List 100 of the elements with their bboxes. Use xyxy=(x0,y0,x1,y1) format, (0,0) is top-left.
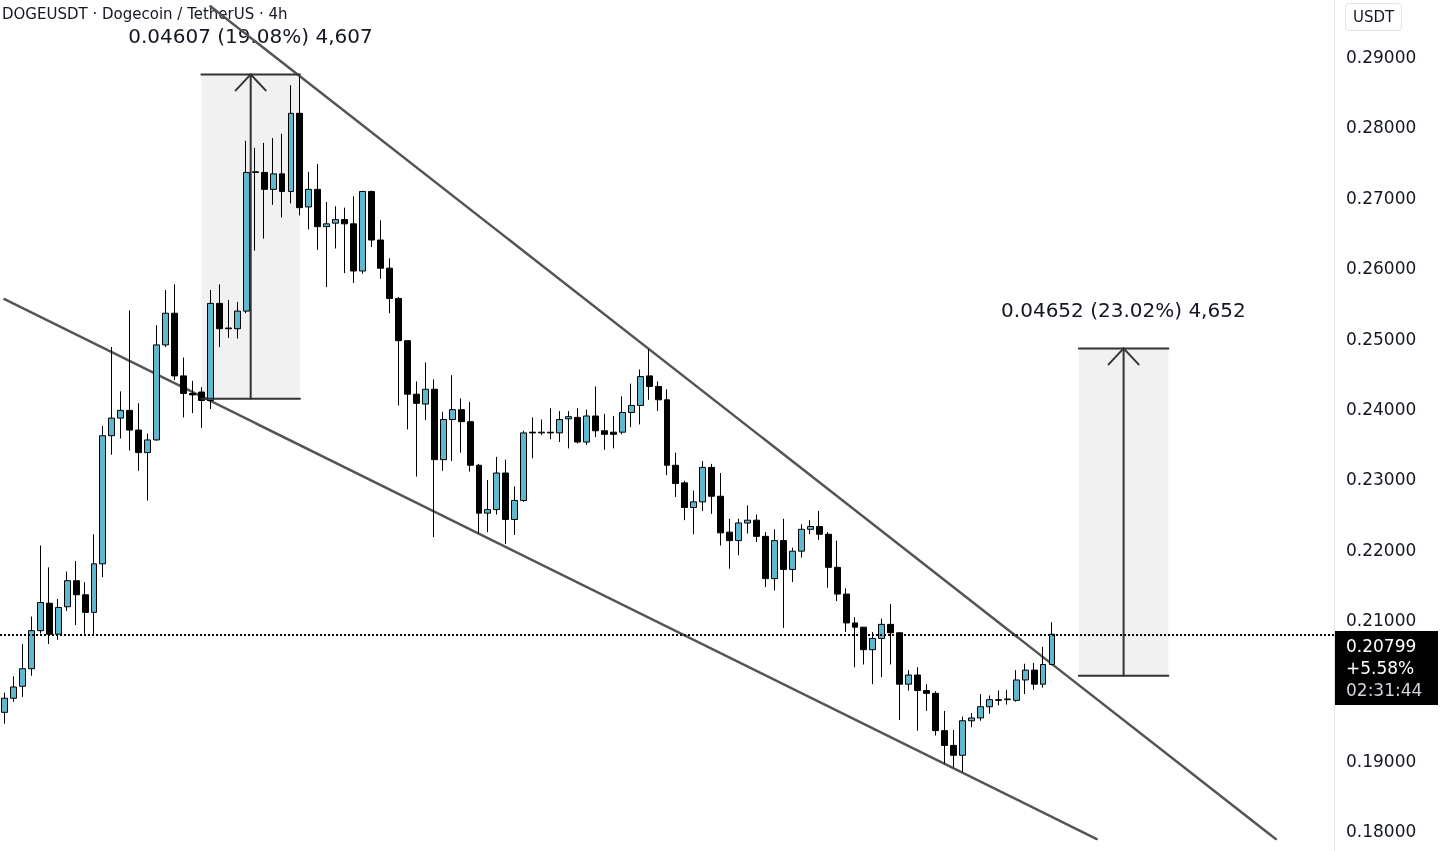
candlestick xyxy=(64,571,71,612)
ref-line-label: 0.20799 xyxy=(1346,635,1418,658)
candlestick xyxy=(10,675,17,703)
candlestick xyxy=(950,729,957,768)
candlestick xyxy=(708,463,715,515)
candlestick xyxy=(690,490,697,535)
candlestick xyxy=(108,346,115,456)
candlestick xyxy=(502,459,509,545)
candlestick xyxy=(440,411,447,472)
candlestick xyxy=(574,407,581,444)
y-tick-label: 0.19000 xyxy=(1346,750,1417,771)
candlestick xyxy=(189,380,196,414)
candlestick xyxy=(449,374,456,462)
candlestick xyxy=(171,283,178,381)
candlestick xyxy=(314,163,321,251)
candlestick xyxy=(341,207,348,274)
candlestick xyxy=(395,296,402,406)
candlestick xyxy=(377,219,384,280)
band-label: 0.04652 (23.02%) 4,652 xyxy=(1001,298,1246,323)
candlestick xyxy=(1004,689,1011,706)
candlestick xyxy=(511,485,518,536)
candlestick xyxy=(279,133,285,218)
y-tick-label: 0.27000 xyxy=(1346,187,1417,208)
candlestick xyxy=(520,430,527,503)
text: 02:31:44 xyxy=(1346,679,1424,702)
candlestick xyxy=(923,683,930,712)
candlestick xyxy=(664,388,670,476)
candlestick xyxy=(619,395,626,435)
candlestick xyxy=(556,410,563,443)
candlestick xyxy=(431,378,438,538)
y-tick-label: 0.29000 xyxy=(1346,47,1417,68)
y-tick-label: 0.26000 xyxy=(1346,258,1417,279)
candlestick xyxy=(699,460,706,512)
candlestick xyxy=(986,694,993,715)
candlestick xyxy=(99,425,106,578)
candlestick xyxy=(1013,669,1020,703)
candlestick xyxy=(977,693,984,722)
candlestick xyxy=(1,692,8,725)
candlestick xyxy=(905,669,912,692)
candlestick xyxy=(458,397,465,454)
candlestick xyxy=(565,410,572,449)
y-tick-label: 0.28000 xyxy=(1346,117,1417,138)
candlestick xyxy=(386,257,393,314)
candlestick xyxy=(359,190,366,275)
candlestick xyxy=(807,519,814,535)
candlestick xyxy=(144,433,151,501)
candlestick xyxy=(422,362,429,421)
candlestick xyxy=(1031,662,1038,691)
y-tick-label: 0.24000 xyxy=(1346,398,1417,419)
candlestick xyxy=(816,510,823,541)
candlestick xyxy=(914,666,921,732)
candlestick xyxy=(771,528,778,592)
candlestick xyxy=(538,419,545,436)
candlestick xyxy=(73,560,80,626)
candlestick xyxy=(780,518,787,629)
candlestick xyxy=(180,357,187,418)
candlestick xyxy=(288,84,294,204)
candlestick xyxy=(959,716,966,773)
candlestick xyxy=(135,402,142,472)
candlestick xyxy=(681,480,688,521)
candlestick xyxy=(467,401,474,473)
candlestick xyxy=(1040,646,1046,689)
candlestick xyxy=(243,140,250,314)
candlestick xyxy=(672,452,679,498)
candlestick xyxy=(789,547,796,583)
candlestick xyxy=(744,504,751,535)
candlestick xyxy=(153,324,160,442)
candlestick xyxy=(655,381,662,412)
candlestick xyxy=(350,195,357,284)
candlestick xyxy=(19,643,26,698)
candlestick xyxy=(296,76,303,216)
candlestick xyxy=(592,385,599,438)
candlestick xyxy=(484,479,491,533)
candlestick xyxy=(726,518,733,570)
candlestick xyxy=(305,171,312,230)
candlestick xyxy=(601,413,608,451)
candlestick xyxy=(234,301,241,340)
candlestick xyxy=(646,348,653,401)
candlestick xyxy=(637,369,644,425)
candlestick xyxy=(323,201,330,288)
y-axis-title: USDT xyxy=(1345,3,1403,31)
candlestick xyxy=(628,383,635,428)
candlestick xyxy=(583,409,590,446)
candlestick xyxy=(117,390,124,440)
candlestick xyxy=(762,531,769,588)
candlestick xyxy=(995,690,1002,706)
candlestick xyxy=(476,463,482,535)
candlestick xyxy=(825,531,832,589)
candlestick xyxy=(261,142,268,240)
candlestick xyxy=(932,690,939,737)
candlestick xyxy=(162,289,169,348)
y-tick-label: 0.21000 xyxy=(1346,610,1417,631)
candlestick xyxy=(493,456,500,516)
candlestick xyxy=(610,415,617,449)
candlestick xyxy=(834,540,841,602)
candlestick xyxy=(798,523,805,558)
candlestick xyxy=(843,587,850,633)
y-tick-label: 0.25000 xyxy=(1346,328,1417,349)
candlestick xyxy=(126,309,133,451)
candlestick xyxy=(207,289,214,410)
